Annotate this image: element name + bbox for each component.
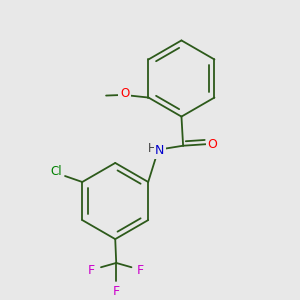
- Text: O: O: [207, 138, 217, 151]
- Text: O: O: [120, 87, 129, 101]
- Text: F: F: [137, 264, 144, 277]
- Text: H: H: [148, 142, 157, 155]
- Text: F: F: [88, 264, 95, 277]
- Text: N: N: [155, 144, 165, 157]
- Text: F: F: [113, 285, 120, 298]
- Text: Cl: Cl: [50, 165, 61, 178]
